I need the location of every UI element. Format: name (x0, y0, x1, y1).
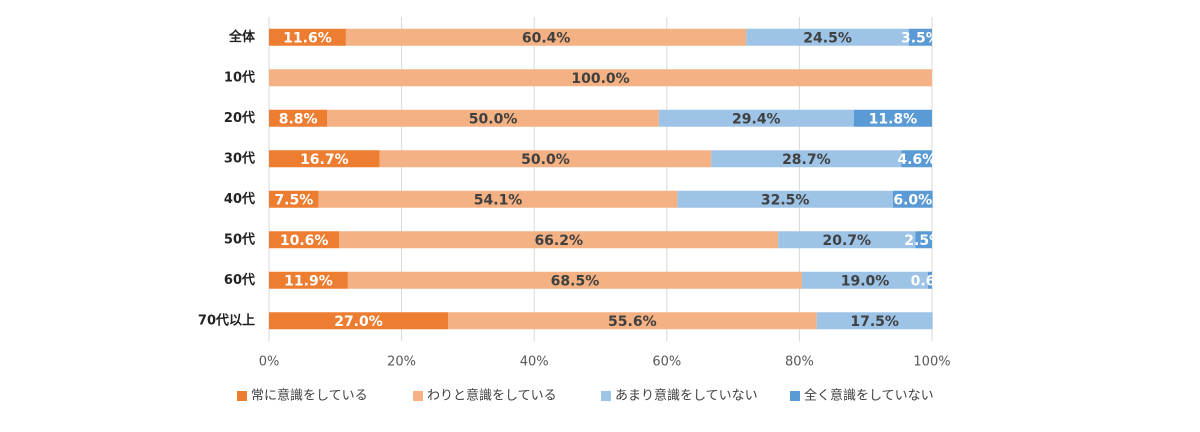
data-label: 100.0% (571, 71, 629, 87)
bar-segment (908, 28, 932, 46)
data-label: 11.8% (869, 111, 918, 127)
data-label: 16.7% (300, 152, 349, 168)
category-label: 70代以上 (198, 312, 255, 328)
data-label: 32.5% (761, 192, 810, 208)
data-label: 4.6% (897, 152, 936, 168)
data-label: 24.5% (803, 30, 852, 46)
bar-segment (746, 28, 909, 46)
legend-swatch (790, 391, 800, 401)
data-label: 55.6% (608, 314, 657, 330)
data-label: 50.0% (469, 111, 518, 127)
bar-segment (339, 231, 779, 249)
data-label: 10.6% (280, 233, 329, 249)
data-label: 27.0% (334, 314, 383, 330)
category-label: 60代 (224, 272, 255, 288)
category-label: 全体 (228, 29, 256, 45)
category-label: 20代 (224, 110, 255, 126)
legend-label: あまり意識をしていない (615, 388, 758, 404)
data-label: 60.4% (522, 30, 571, 46)
bar-segment (379, 150, 712, 168)
x-tick-label: 60% (652, 355, 681, 370)
bar-segment (269, 28, 346, 46)
bar-segment (448, 312, 817, 330)
data-label: 8.8% (279, 111, 318, 127)
data-label: 68.5% (551, 273, 600, 289)
data-label: 66.2% (534, 233, 583, 249)
bar-segment (677, 190, 893, 208)
x-tick-label: 0% (259, 355, 280, 370)
legend-swatch (237, 391, 247, 401)
bar-segment (269, 271, 348, 289)
category-label: 50代 (224, 231, 255, 247)
category-label: 10代 (224, 69, 255, 85)
data-label: 11.9% (284, 273, 333, 289)
bar-segment (928, 271, 932, 289)
bar-segment (345, 28, 747, 46)
legend-label: わりと意識をしている (427, 388, 557, 404)
bar-segment (711, 150, 902, 168)
bar-segment (802, 271, 929, 289)
bar-segment (269, 69, 932, 87)
data-label: 3.5% (901, 30, 940, 46)
bar-segment (347, 271, 803, 289)
data-label: 19.0% (841, 273, 890, 289)
legend-label: 常に意識をしている (251, 388, 368, 404)
data-label: 7.5% (274, 192, 313, 208)
bar-segment (915, 231, 932, 249)
data-label: 20.7% (823, 233, 872, 249)
x-tick-label: 80% (785, 355, 814, 370)
bar-segment (778, 231, 916, 249)
bar-segment (269, 312, 449, 330)
data-label: 2.5% (904, 233, 943, 249)
bar-segment (853, 109, 932, 127)
bar-segment (269, 231, 340, 249)
data-label: 6.0% (893, 192, 932, 208)
bar-segment (892, 190, 933, 208)
x-tick-label: 40% (520, 355, 549, 370)
bar-segment (269, 190, 319, 208)
x-tick-label: 20% (387, 355, 416, 370)
data-label: 0.6% (911, 273, 950, 289)
data-label: 50.0% (521, 152, 570, 168)
bar-segment (901, 150, 932, 168)
legend-swatch (413, 391, 423, 401)
bar-segment (816, 312, 933, 330)
x-tick-label: 100% (913, 355, 950, 370)
data-label: 11.6% (283, 30, 332, 46)
category-label: 40代 (224, 191, 255, 207)
bar-segment (327, 109, 659, 127)
data-label: 17.5% (850, 314, 899, 330)
bar-segment (269, 109, 328, 127)
legend-swatch (601, 391, 611, 401)
category-label: 30代 (224, 150, 255, 166)
bar-segment (658, 109, 854, 127)
data-label: 54.1% (474, 192, 523, 208)
data-label: 28.7% (782, 152, 831, 168)
data-label: 29.4% (732, 111, 781, 127)
bar-segment (269, 150, 380, 168)
legend-label: 全く意識をしていない (804, 388, 934, 404)
bar-segment (318, 190, 678, 208)
